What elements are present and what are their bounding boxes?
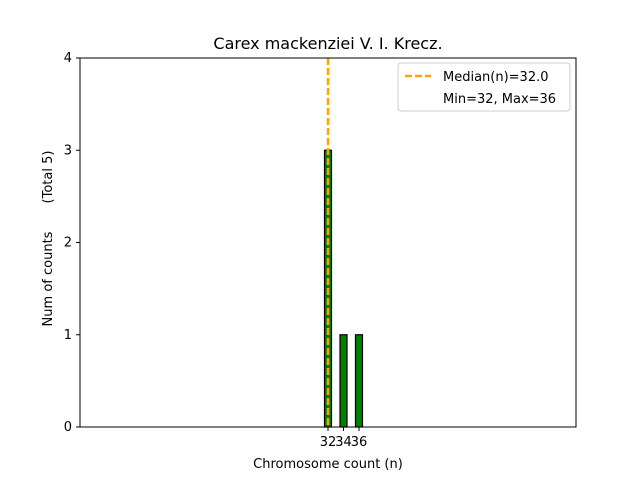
y-tick-label-1: 1 [64,328,72,343]
bar-34 [339,334,348,428]
y-tick-label-4: 4 [64,51,72,66]
y-axis-label-group: Num of counts (Total 5) [41,151,56,327]
y-tick-label-2: 2 [64,236,72,251]
x-axis-label: Chromosome count (n) [253,457,403,472]
y-tick-label-0: 0 [64,420,72,435]
legend-entry-median: Median(n)=32.0 [443,70,549,85]
axes-frame [79,57,577,428]
x-tick-label-34: 34 [335,435,352,450]
legend: Median(n)=32.0 Min=32, Max=36 [397,62,571,112]
y-axis-total-label: (Total 5) [41,151,56,204]
legend-box [397,62,571,112]
legend-entry-minmax: Min=32, Max=36 [443,92,556,107]
chart-title: Carex mackenziei V. I. Krecz. [213,34,442,53]
y-tick-label-3: 3 [64,143,72,158]
y-axis-label: Num of counts [41,231,56,326]
bar-36 [354,334,364,428]
x-tick-label-32: 32 [320,435,337,450]
x-tick-label-36: 36 [351,435,368,450]
